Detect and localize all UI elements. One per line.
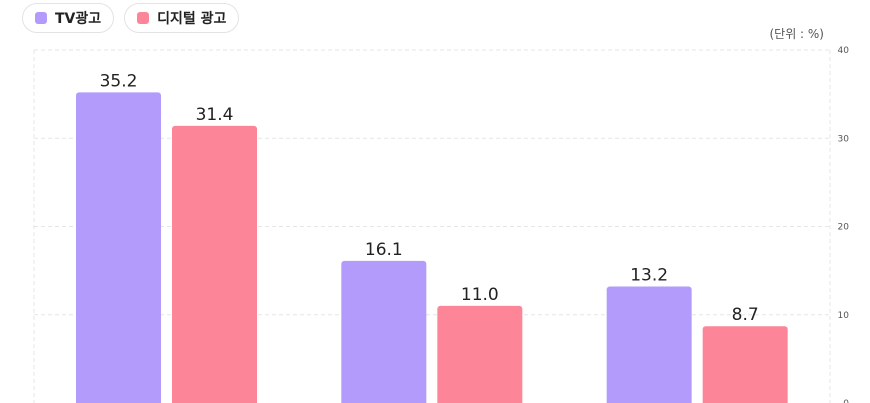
unit-label: (단위 : %) [769, 27, 824, 41]
data-labels: 35.2 16.1 13.2 31.4 11.0 8.7 [100, 71, 759, 325]
data-label-series0-cat2: 13.2 [630, 266, 668, 286]
y-tick-label-40: 40 [838, 46, 850, 56]
data-label-series1-cat2: 8.7 [732, 305, 759, 325]
bar-series0-cat0[interactable] [76, 92, 161, 403]
legend-label-digital: 디지털 광고 [157, 11, 227, 27]
y-axis-ticks: 0 10 20 30 40 [838, 46, 850, 403]
legend-item-digital[interactable]: 디지털 광고 [124, 3, 240, 33]
data-label-series1-cat1: 11.0 [461, 285, 499, 305]
data-label-series0-cat1: 16.1 [365, 240, 403, 260]
legend-swatch-digital [137, 12, 150, 24]
legend-swatch-tv [35, 12, 47, 24]
y-tick-label-10: 10 [838, 311, 850, 321]
legend-label-tv: TV광고 [55, 11, 102, 27]
bar-series1-cat1[interactable] [437, 305, 523, 403]
bar-series1-cat2[interactable] [702, 326, 788, 403]
data-label-series0-cat0: 35.2 [100, 71, 138, 91]
data-label-series1-cat0: 31.4 [196, 105, 234, 125]
grid [33, 49, 831, 403]
legend-item-tv[interactable]: TV광고 [22, 3, 115, 33]
y-tick-label-20: 20 [838, 223, 850, 233]
bar-series0-cat2[interactable] [606, 286, 692, 403]
bar-series0-cat1[interactable] [341, 260, 427, 403]
bars [76, 92, 788, 403]
legend: TV광고 디지털 광고 [22, 3, 240, 33]
y-tick-label-0: 0 [843, 399, 849, 403]
y-tick-label-30: 30 [838, 134, 850, 144]
bar-series1-cat0[interactable] [172, 125, 257, 403]
